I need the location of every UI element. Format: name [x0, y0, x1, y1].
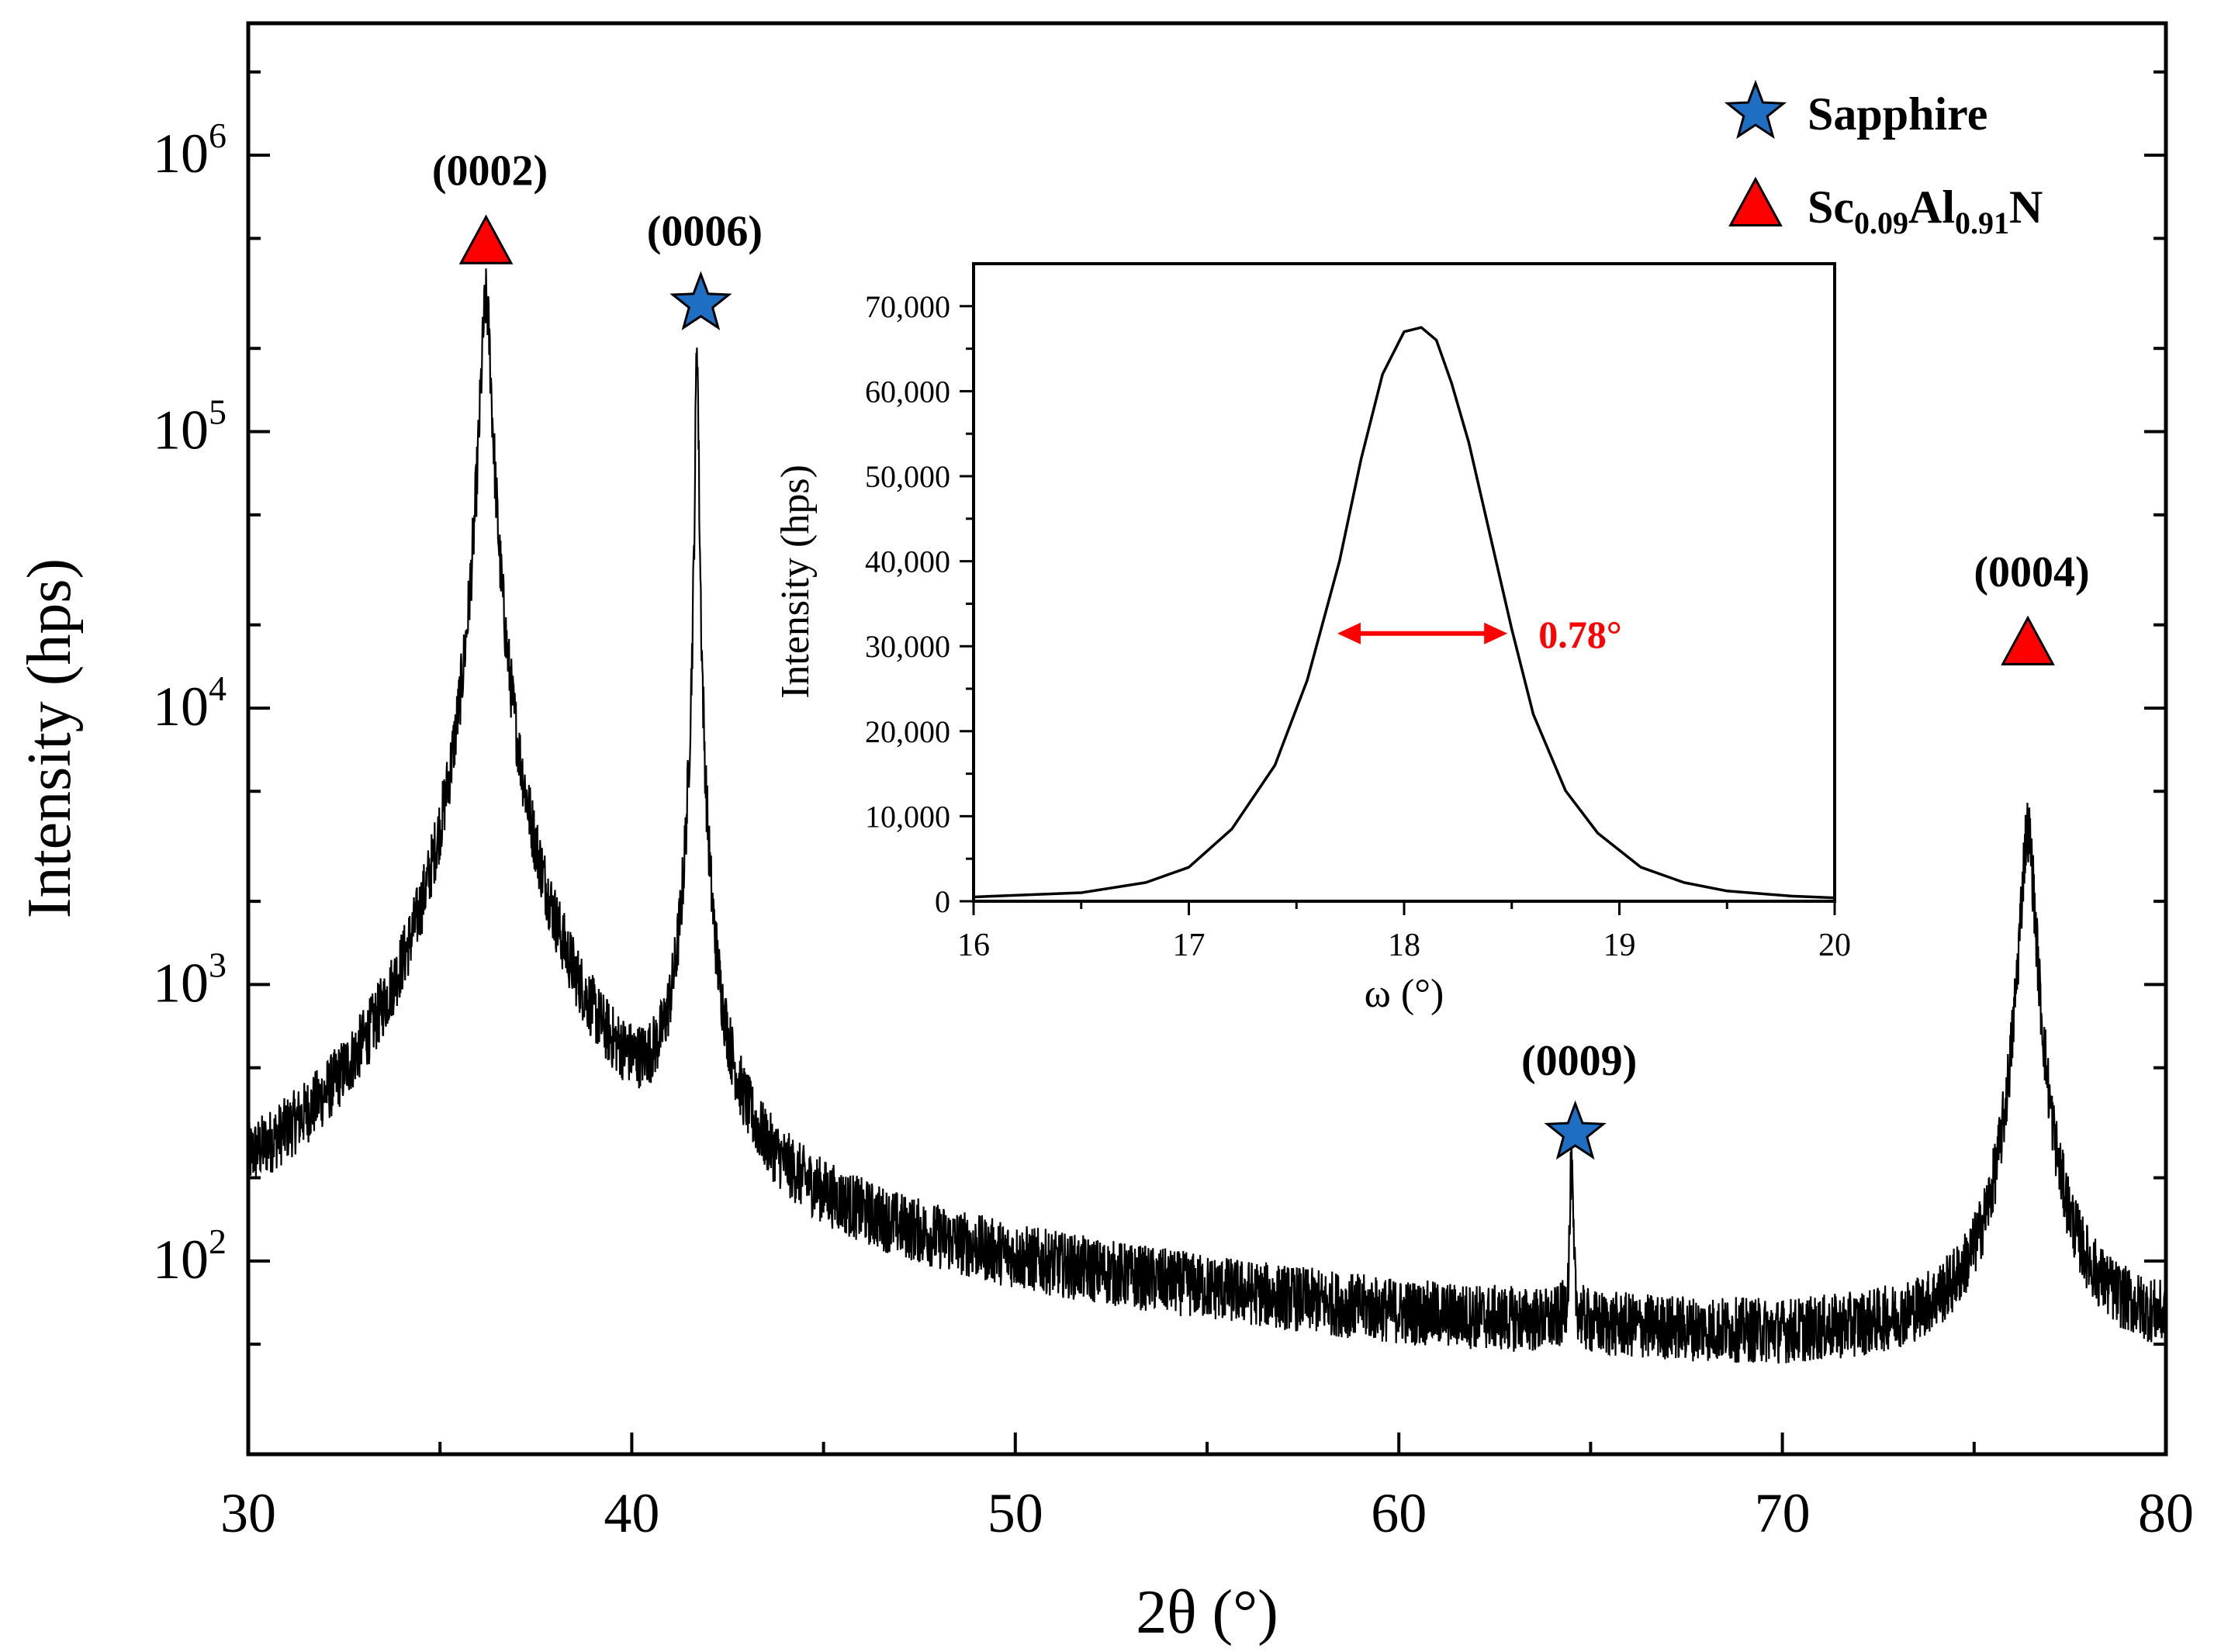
y-tick-base: 10	[153, 676, 209, 738]
triangle-marker	[2001, 615, 2055, 665]
legend-text-part: Al	[1908, 181, 1955, 233]
peak-label: (0006)	[647, 208, 763, 256]
y-tick-label: 103	[153, 945, 227, 1014]
main-curve-layer	[247, 268, 2167, 1364]
main-ticks	[247, 70, 2167, 1456]
inset-plot: 16 17 18 19 20 0 10,000 20,000 30,000 40,000 50,00…	[773, 262, 1851, 1016]
inset-x-tick-label: 16	[957, 928, 990, 963]
x-tick-label: 30	[220, 1482, 276, 1544]
y-tick-base: 10	[153, 123, 209, 185]
main-x-axis-label: 2θ (°)	[1136, 1578, 1278, 1647]
inset-y-tick-label: 60,000	[865, 374, 950, 409]
legend-star-marker	[1724, 79, 1787, 140]
y-tick-exponent: 4	[209, 669, 227, 708]
x-tick-label: 60	[1371, 1482, 1427, 1544]
fwhm-arrowhead-left	[1337, 622, 1361, 645]
triangle-marker	[458, 214, 514, 264]
y-tick-exponent: 5	[209, 392, 227, 432]
y-tick-label: 106	[153, 116, 227, 185]
inset-y-tick-label: 40,000	[865, 544, 950, 579]
inset-y-axis-label: Intensity (hps)	[773, 465, 818, 699]
peak-annotations: (0002) (0006) (0009) (0004)	[432, 147, 2090, 1160]
x-tick-label: 50	[988, 1482, 1043, 1544]
inset-x-tick-label: 19	[1603, 928, 1636, 963]
fwhm-label: 0.78°	[1538, 613, 1622, 656]
legend-text-part: 0.09	[1854, 206, 1908, 240]
fwhm-indicator: 0.78°	[1337, 613, 1622, 656]
inset-series-line	[973, 326, 1835, 900]
inset-y-tick-label: 10,000	[865, 799, 950, 834]
legend-label-scaln: Sc0.09Al0.91N	[1808, 181, 2043, 240]
x-tick-label: 80	[2138, 1482, 2194, 1544]
x-tick-label: 70	[1755, 1482, 1811, 1544]
inset-x-tick-label: 17	[1173, 928, 1206, 963]
peak-label: (0004)	[1974, 548, 2089, 596]
main-series-line	[247, 268, 2167, 1364]
legend-text-part: N	[2009, 181, 2043, 233]
y-tick-base: 10	[153, 399, 209, 461]
inset-x-axis-label: ω (°)	[1365, 972, 1444, 1016]
y-tick-base: 10	[153, 1229, 209, 1291]
y-tick-exponent: 3	[209, 945, 227, 984]
star-marker	[669, 271, 732, 330]
inset-x-tick-label: 20	[1818, 928, 1851, 963]
legend-triangle-marker	[1728, 176, 1783, 226]
main-y-axis-label: Intensity (hps)	[16, 558, 84, 918]
y-tick-label: 105	[153, 392, 227, 461]
y-tick-exponent: 2	[209, 1222, 227, 1261]
peak-label: (0009)	[1521, 1037, 1637, 1085]
legend-label-sapphire: Sapphire	[1808, 88, 1987, 140]
y-tick-label: 104	[153, 669, 227, 738]
inset-y-tick-label: 30,000	[865, 629, 950, 664]
inset-y-tick-label: 0	[935, 884, 950, 919]
inset-x-tick-label: 18	[1388, 928, 1420, 963]
star-marker	[1544, 1100, 1607, 1160]
x-tick-label: 40	[604, 1482, 659, 1544]
legend-text-part: 0.91	[1955, 206, 2009, 240]
y-tick-label: 102	[153, 1222, 227, 1291]
legend-text-part: Sc	[1808, 181, 1854, 233]
inset-ticks	[960, 305, 1836, 915]
inset-y-tick-label: 70,000	[865, 289, 950, 324]
inset-curve-layer	[973, 326, 1835, 900]
peak-label: (0002)	[432, 147, 548, 195]
inset-tick-labels: 16 17 18 19 20 0 10,000 20,000 30,000 40,000 50,00…	[865, 289, 1851, 963]
inset-background	[974, 264, 1835, 901]
inset-y-tick-label: 50,000	[865, 459, 950, 494]
fwhm-arrowhead-right	[1484, 622, 1508, 645]
inset-y-tick-label: 20,000	[865, 714, 950, 749]
y-tick-exponent: 6	[209, 116, 227, 155]
legend: Sapphire Sc0.09Al0.91N	[1724, 79, 2043, 240]
y-tick-base: 10	[153, 952, 209, 1014]
